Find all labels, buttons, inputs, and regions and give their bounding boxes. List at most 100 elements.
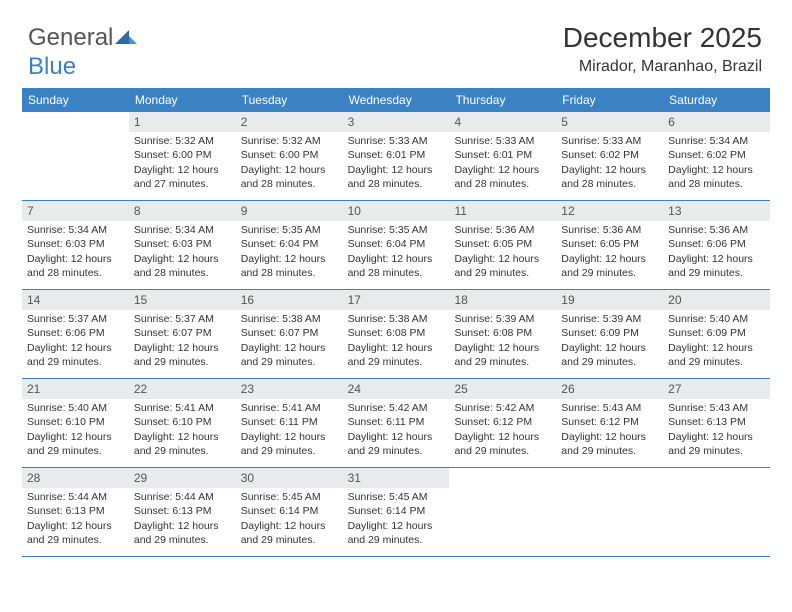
day-cell: 8Sunrise: 5:34 AMSunset: 6:03 PMDaylight… bbox=[129, 201, 236, 289]
day-number: 21 bbox=[22, 379, 129, 399]
daylight-text-1: Daylight: 12 hours bbox=[134, 341, 231, 355]
daylight-text-2: and 29 minutes. bbox=[454, 444, 551, 458]
day-cell: 2Sunrise: 5:32 AMSunset: 6:00 PMDaylight… bbox=[236, 112, 343, 200]
day-number: 30 bbox=[236, 468, 343, 488]
daylight-text-2: and 29 minutes. bbox=[668, 444, 765, 458]
daylight-text-1: Daylight: 12 hours bbox=[241, 163, 338, 177]
day-cell: . bbox=[449, 468, 556, 556]
day-body: Sunrise: 5:36 AMSunset: 6:05 PMDaylight:… bbox=[449, 221, 556, 284]
daylight-text-2: and 27 minutes. bbox=[134, 177, 231, 191]
daylight-text-2: and 29 minutes. bbox=[134, 355, 231, 369]
day-cell: 20Sunrise: 5:40 AMSunset: 6:09 PMDayligh… bbox=[663, 290, 770, 378]
sunrise-text: Sunrise: 5:32 AM bbox=[134, 134, 231, 148]
daylight-text-2: and 29 minutes. bbox=[454, 266, 551, 280]
daylight-text-1: Daylight: 12 hours bbox=[134, 519, 231, 533]
sunset-text: Sunset: 6:01 PM bbox=[454, 148, 551, 162]
daylight-text-1: Daylight: 12 hours bbox=[668, 430, 765, 444]
sunrise-text: Sunrise: 5:33 AM bbox=[454, 134, 551, 148]
day-body: Sunrise: 5:35 AMSunset: 6:04 PMDaylight:… bbox=[236, 221, 343, 284]
sunrise-text: Sunrise: 5:33 AM bbox=[561, 134, 658, 148]
daylight-text-1: Daylight: 12 hours bbox=[27, 519, 124, 533]
sunrise-text: Sunrise: 5:34 AM bbox=[27, 223, 124, 237]
sunrise-text: Sunrise: 5:40 AM bbox=[668, 312, 765, 326]
sunrise-text: Sunrise: 5:43 AM bbox=[668, 401, 765, 415]
sunrise-text: Sunrise: 5:42 AM bbox=[454, 401, 551, 415]
day-number: 8 bbox=[129, 201, 236, 221]
daylight-text-1: Daylight: 12 hours bbox=[134, 430, 231, 444]
daylight-text-1: Daylight: 12 hours bbox=[348, 519, 445, 533]
day-body: Sunrise: 5:34 AMSunset: 6:03 PMDaylight:… bbox=[129, 221, 236, 284]
day-cell: 14Sunrise: 5:37 AMSunset: 6:06 PMDayligh… bbox=[22, 290, 129, 378]
weekday-header: Sunday bbox=[22, 88, 129, 112]
daylight-text-1: Daylight: 12 hours bbox=[348, 341, 445, 355]
week-row: 28Sunrise: 5:44 AMSunset: 6:13 PMDayligh… bbox=[22, 468, 770, 557]
sunset-text: Sunset: 6:09 PM bbox=[668, 326, 765, 340]
day-cell: 12Sunrise: 5:36 AMSunset: 6:05 PMDayligh… bbox=[556, 201, 663, 289]
day-cell: 9Sunrise: 5:35 AMSunset: 6:04 PMDaylight… bbox=[236, 201, 343, 289]
daylight-text-1: Daylight: 12 hours bbox=[27, 252, 124, 266]
day-body: Sunrise: 5:36 AMSunset: 6:05 PMDaylight:… bbox=[556, 221, 663, 284]
daylight-text-2: and 28 minutes. bbox=[241, 177, 338, 191]
day-number: 3 bbox=[343, 112, 450, 132]
day-body: Sunrise: 5:34 AMSunset: 6:03 PMDaylight:… bbox=[22, 221, 129, 284]
day-body: Sunrise: 5:41 AMSunset: 6:10 PMDaylight:… bbox=[129, 399, 236, 462]
sunset-text: Sunset: 6:11 PM bbox=[348, 415, 445, 429]
sunrise-text: Sunrise: 5:39 AM bbox=[561, 312, 658, 326]
sunset-text: Sunset: 6:14 PM bbox=[348, 504, 445, 518]
header-right: December 2025 Mirador, Maranhao, Brazil bbox=[563, 22, 762, 76]
day-number: 20 bbox=[663, 290, 770, 310]
day-number: 31 bbox=[343, 468, 450, 488]
sunrise-text: Sunrise: 5:34 AM bbox=[668, 134, 765, 148]
sunset-text: Sunset: 6:12 PM bbox=[454, 415, 551, 429]
sunset-text: Sunset: 6:04 PM bbox=[348, 237, 445, 251]
sunset-text: Sunset: 6:08 PM bbox=[454, 326, 551, 340]
sunset-text: Sunset: 6:03 PM bbox=[134, 237, 231, 251]
calendar: SundayMondayTuesdayWednesdayThursdayFrid… bbox=[22, 88, 770, 557]
week-row: 14Sunrise: 5:37 AMSunset: 6:06 PMDayligh… bbox=[22, 290, 770, 379]
day-body: Sunrise: 5:40 AMSunset: 6:09 PMDaylight:… bbox=[663, 310, 770, 373]
daylight-text-2: and 29 minutes. bbox=[241, 355, 338, 369]
sunset-text: Sunset: 6:11 PM bbox=[241, 415, 338, 429]
daylight-text-1: Daylight: 12 hours bbox=[134, 163, 231, 177]
sunset-text: Sunset: 6:06 PM bbox=[27, 326, 124, 340]
day-cell: 16Sunrise: 5:38 AMSunset: 6:07 PMDayligh… bbox=[236, 290, 343, 378]
sunrise-text: Sunrise: 5:37 AM bbox=[134, 312, 231, 326]
day-cell: 3Sunrise: 5:33 AMSunset: 6:01 PMDaylight… bbox=[343, 112, 450, 200]
day-body: Sunrise: 5:38 AMSunset: 6:08 PMDaylight:… bbox=[343, 310, 450, 373]
day-cell: . bbox=[556, 468, 663, 556]
day-cell: 31Sunrise: 5:45 AMSunset: 6:14 PMDayligh… bbox=[343, 468, 450, 556]
day-body: Sunrise: 5:44 AMSunset: 6:13 PMDaylight:… bbox=[22, 488, 129, 551]
week-row: 21Sunrise: 5:40 AMSunset: 6:10 PMDayligh… bbox=[22, 379, 770, 468]
sunset-text: Sunset: 6:02 PM bbox=[668, 148, 765, 162]
daylight-text-1: Daylight: 12 hours bbox=[454, 252, 551, 266]
daylight-text-1: Daylight: 12 hours bbox=[668, 252, 765, 266]
daylight-text-2: and 28 minutes. bbox=[134, 266, 231, 280]
sunrise-text: Sunrise: 5:38 AM bbox=[348, 312, 445, 326]
sunset-text: Sunset: 6:01 PM bbox=[348, 148, 445, 162]
day-body: Sunrise: 5:42 AMSunset: 6:12 PMDaylight:… bbox=[449, 399, 556, 462]
day-body: Sunrise: 5:35 AMSunset: 6:04 PMDaylight:… bbox=[343, 221, 450, 284]
sunrise-text: Sunrise: 5:45 AM bbox=[241, 490, 338, 504]
day-body: Sunrise: 5:43 AMSunset: 6:12 PMDaylight:… bbox=[556, 399, 663, 462]
daylight-text-1: Daylight: 12 hours bbox=[668, 341, 765, 355]
daylight-text-1: Daylight: 12 hours bbox=[27, 341, 124, 355]
day-cell: 13Sunrise: 5:36 AMSunset: 6:06 PMDayligh… bbox=[663, 201, 770, 289]
day-cell: 30Sunrise: 5:45 AMSunset: 6:14 PMDayligh… bbox=[236, 468, 343, 556]
weekday-header: Monday bbox=[129, 88, 236, 112]
weekday-header: Wednesday bbox=[343, 88, 450, 112]
daylight-text-1: Daylight: 12 hours bbox=[27, 430, 124, 444]
daylight-text-2: and 28 minutes. bbox=[348, 177, 445, 191]
day-number: 1 bbox=[129, 112, 236, 132]
sunrise-text: Sunrise: 5:34 AM bbox=[134, 223, 231, 237]
day-body: Sunrise: 5:33 AMSunset: 6:01 PMDaylight:… bbox=[449, 132, 556, 195]
sunrise-text: Sunrise: 5:39 AM bbox=[454, 312, 551, 326]
daylight-text-2: and 29 minutes. bbox=[27, 533, 124, 547]
day-number: 13 bbox=[663, 201, 770, 221]
daylight-text-2: and 29 minutes. bbox=[454, 355, 551, 369]
sunset-text: Sunset: 6:03 PM bbox=[27, 237, 124, 251]
sunset-text: Sunset: 6:00 PM bbox=[134, 148, 231, 162]
daylight-text-1: Daylight: 12 hours bbox=[241, 252, 338, 266]
day-cell: 29Sunrise: 5:44 AMSunset: 6:13 PMDayligh… bbox=[129, 468, 236, 556]
sunset-text: Sunset: 6:14 PM bbox=[241, 504, 338, 518]
day-number: 2 bbox=[236, 112, 343, 132]
